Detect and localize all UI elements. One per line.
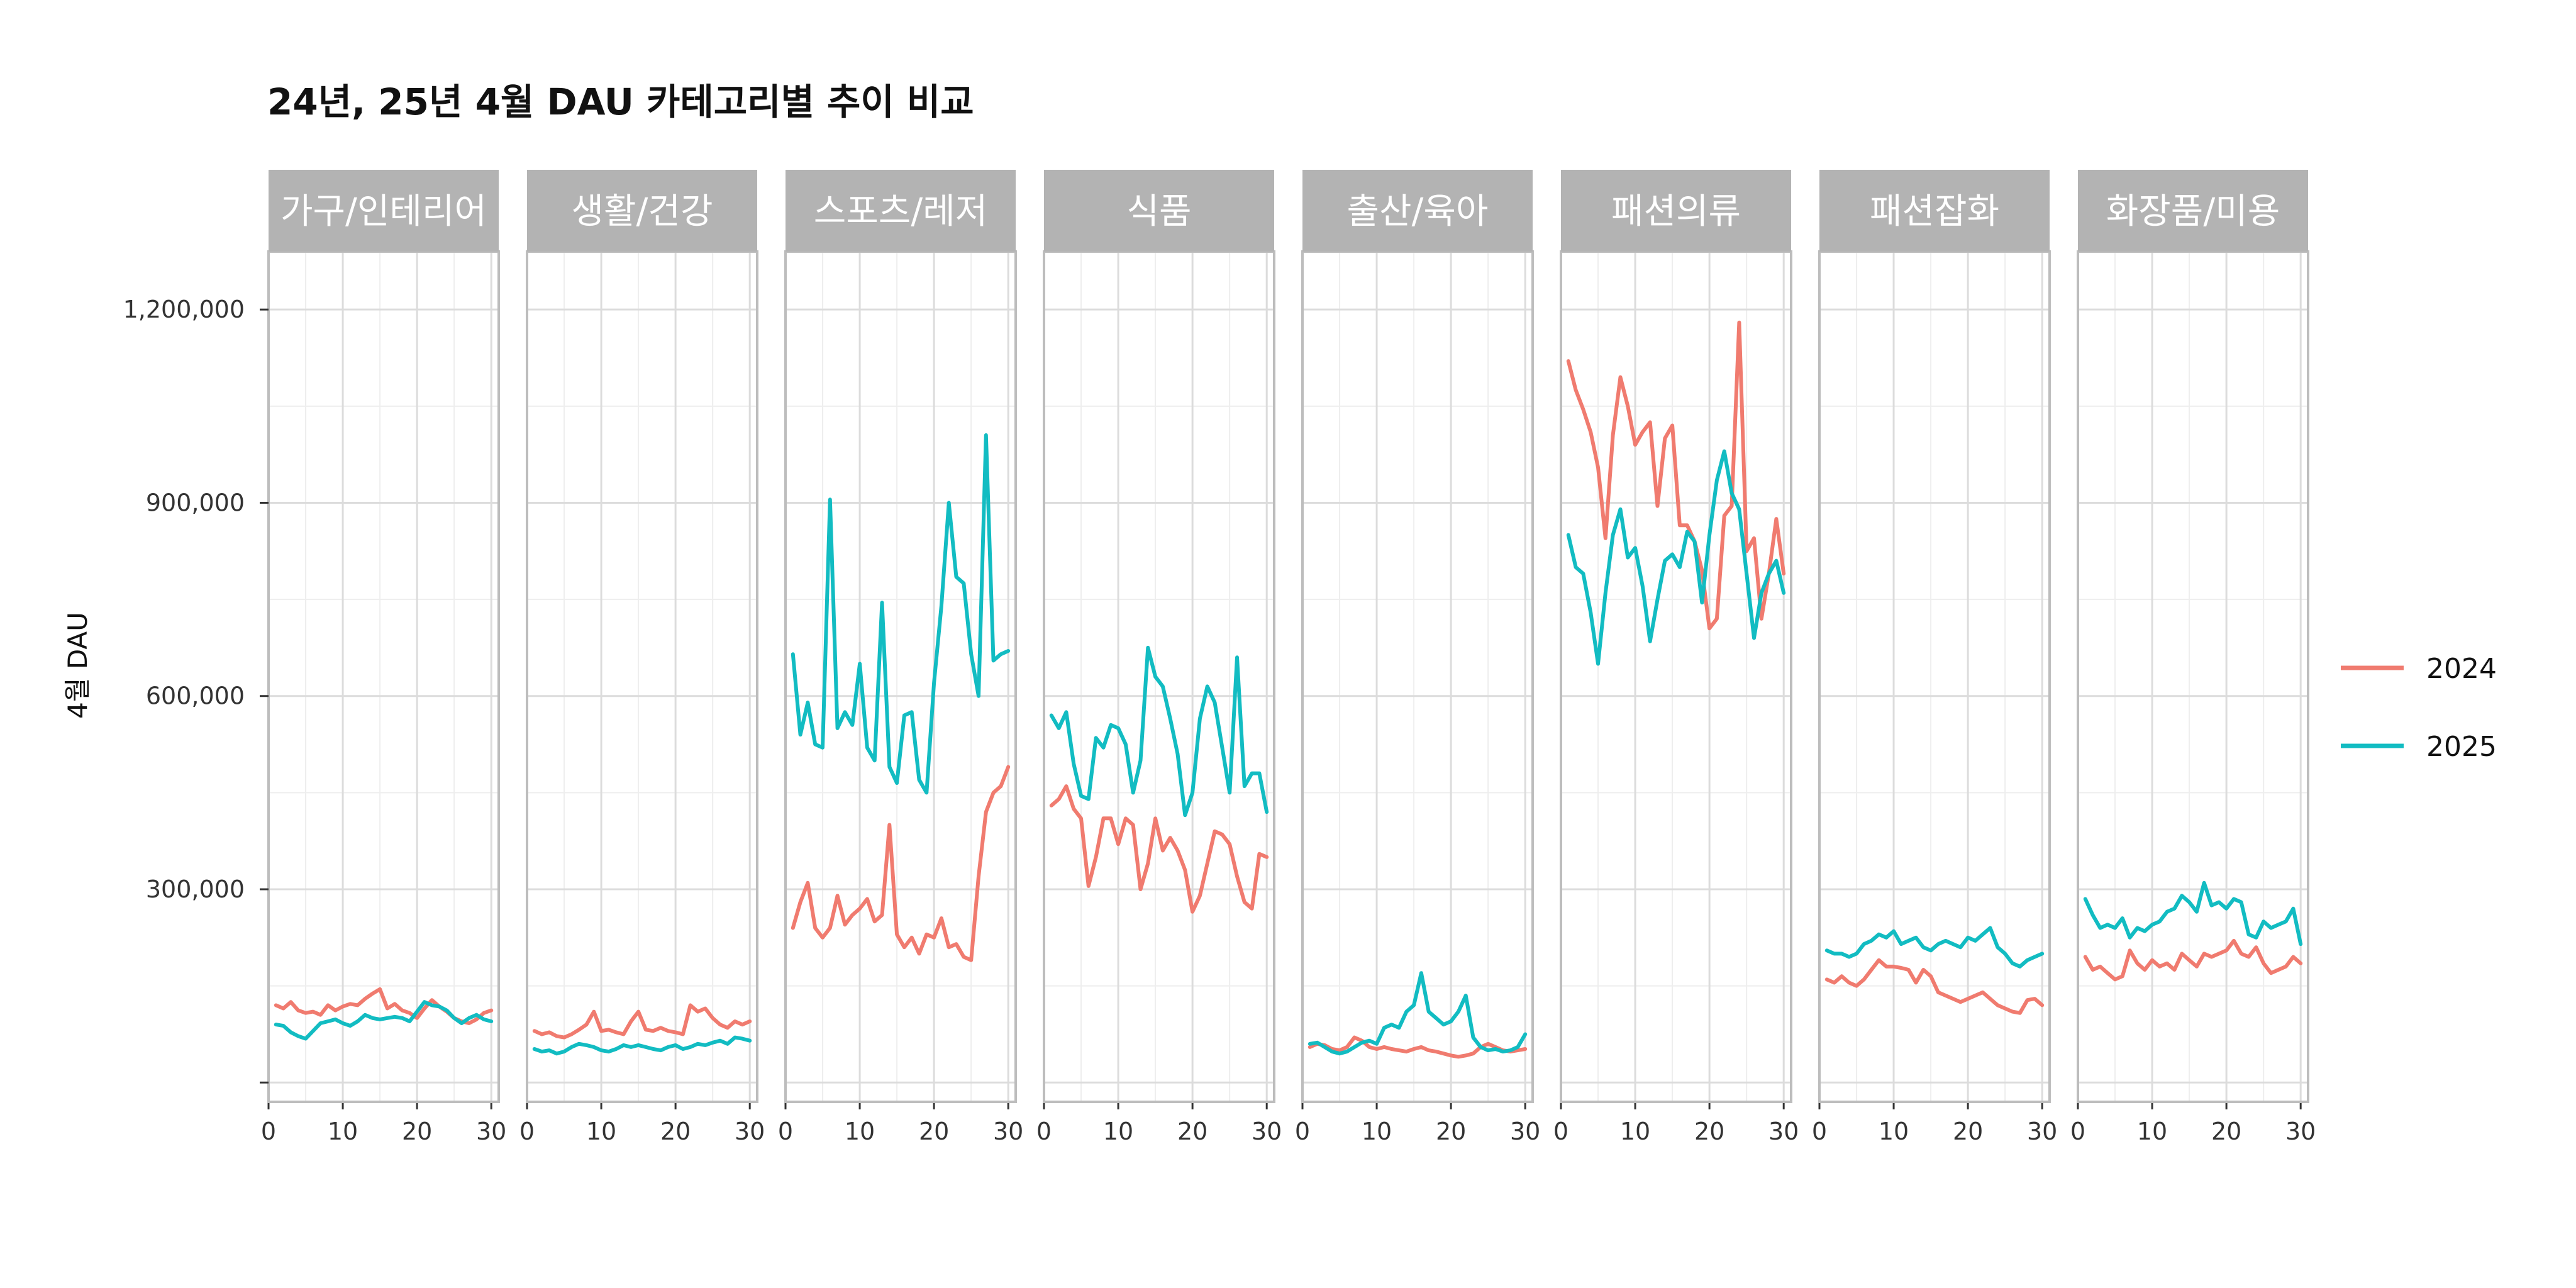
x-tick-label: 0 — [1295, 1118, 1310, 1145]
legend: 2024 2025 — [2341, 653, 2497, 763]
series-line-2024 — [1049, 784, 1269, 914]
series-line-2025 — [1566, 449, 1786, 666]
x-tick-label: 20 — [919, 1118, 949, 1145]
x-tick-label: 30 — [476, 1118, 506, 1145]
series-line-2024 — [2083, 938, 2303, 982]
panel-background — [527, 252, 757, 1102]
x-tick-label: 10 — [586, 1118, 616, 1145]
facet-panel: 0 10 20 30 생활/건강 — [519, 170, 765, 1145]
facet-panel: 0 10 20 30 가구/인테리어 — [261, 170, 506, 1145]
facet-panel: 0 10 20 30 화장품/미용 — [2070, 170, 2316, 1145]
x-tick-label: 0 — [2070, 1118, 2085, 1145]
x-tick-label: 10 — [328, 1118, 358, 1145]
panel-background — [269, 252, 499, 1102]
series-line-2025 — [1307, 971, 1528, 1056]
facet-strip — [1561, 170, 1791, 252]
x-tick-label: 20 — [660, 1118, 691, 1145]
series-line-2024 — [791, 765, 1011, 962]
facet-strip-label: 화장품/미용 — [2106, 191, 2280, 232]
x-tick-label: 0 — [1812, 1118, 1827, 1145]
facet-strip — [1819, 170, 2050, 252]
facet-strip-label: 패션의류 — [1611, 191, 1741, 232]
x-tick-label: 30 — [1510, 1118, 1540, 1145]
y-tick-label: 1,200,000 — [123, 296, 245, 323]
facet-panel: 0 10 20 30 패션의류 — [1553, 170, 1799, 1145]
series-line-2025 — [532, 1035, 752, 1056]
panel-background — [1302, 252, 1533, 1102]
panel-background — [1561, 252, 1791, 1102]
legend-label: 2025 — [2426, 731, 2497, 763]
panel-background — [2078, 252, 2308, 1102]
x-tick-label: 30 — [1768, 1118, 1799, 1145]
y-tick-label: 900,000 — [146, 489, 245, 516]
facet-panel: 0 10 20 30 패션잡화 — [1812, 170, 2057, 1145]
facet-strip — [2078, 170, 2308, 252]
facet-strip-label: 가구/인테리어 — [280, 191, 487, 232]
facet-strip-label: 출산/육아 — [1347, 191, 1489, 232]
facet-strip-label: 스포츠/레저 — [814, 191, 987, 232]
series-line-2024 — [1307, 1035, 1528, 1059]
x-tick-label: 0 — [778, 1118, 793, 1145]
facet-strip-label: 패션잡화 — [1870, 191, 1999, 232]
y-axis: 300,000 600,000 900,000 1,200,000 — [123, 296, 269, 1084]
x-tick-label: 30 — [2027, 1118, 2057, 1145]
facet-panel: 0 10 20 30 스포츠/레저 — [778, 170, 1023, 1145]
series-line-2025 — [1824, 926, 2045, 969]
x-tick-label: 0 — [519, 1118, 535, 1145]
facet-panel: 0 10 20 30 출산/육아 — [1295, 170, 1540, 1145]
x-tick-label: 30 — [735, 1118, 765, 1145]
facet-strip-label: 생활/건강 — [572, 191, 713, 232]
chart-title: 24년, 25년 4월 DAU 카테고리별 추이 비교 — [267, 80, 974, 123]
facet-strip — [527, 170, 757, 252]
series-line-2025 — [791, 433, 1011, 795]
x-tick-label: 20 — [402, 1118, 432, 1145]
series-line-2025 — [2083, 880, 2303, 947]
x-tick-label: 20 — [1177, 1118, 1208, 1145]
x-tick-label: 10 — [1620, 1118, 1650, 1145]
x-tick-label: 10 — [1879, 1118, 1909, 1145]
x-tick-label: 30 — [993, 1118, 1023, 1145]
panel-background — [1819, 252, 2050, 1102]
x-tick-label: 10 — [1103, 1118, 1133, 1145]
facet-strip-label: 식품 — [1126, 191, 1191, 232]
panel-background — [786, 252, 1016, 1102]
facet-strip — [269, 170, 499, 252]
y-tick-label: 300,000 — [146, 875, 245, 903]
x-tick-label: 0 — [1553, 1118, 1568, 1145]
x-tick-label: 0 — [1036, 1118, 1052, 1145]
series-line-2024 — [1566, 320, 1786, 631]
x-tick-label: 30 — [2285, 1118, 2316, 1145]
facet-strip — [1302, 170, 1533, 252]
legend-label: 2024 — [2426, 653, 2497, 685]
x-tick-label: 10 — [2137, 1118, 2167, 1145]
y-tick-label: 600,000 — [146, 682, 245, 710]
y-axis-title: 4월 DAU — [62, 612, 93, 719]
x-tick-label: 20 — [1694, 1118, 1724, 1145]
series-line-2024 — [532, 1003, 752, 1040]
series-line-2024 — [1824, 958, 2045, 1015]
x-tick-label: 0 — [261, 1118, 276, 1145]
x-tick-label: 20 — [1953, 1118, 1983, 1145]
facet-strip — [786, 170, 1016, 252]
x-tick-label: 10 — [845, 1118, 875, 1145]
x-tick-label: 10 — [1362, 1118, 1392, 1145]
series-line-2025 — [274, 1000, 494, 1041]
x-tick-label: 30 — [1252, 1118, 1282, 1145]
x-tick-label: 20 — [2211, 1118, 2241, 1145]
x-tick-label: 20 — [1436, 1118, 1466, 1145]
facet-panel: 0 10 20 30 식품 — [1036, 170, 1282, 1145]
facet-strip — [1044, 170, 1274, 252]
series-line-2025 — [1049, 645, 1269, 818]
